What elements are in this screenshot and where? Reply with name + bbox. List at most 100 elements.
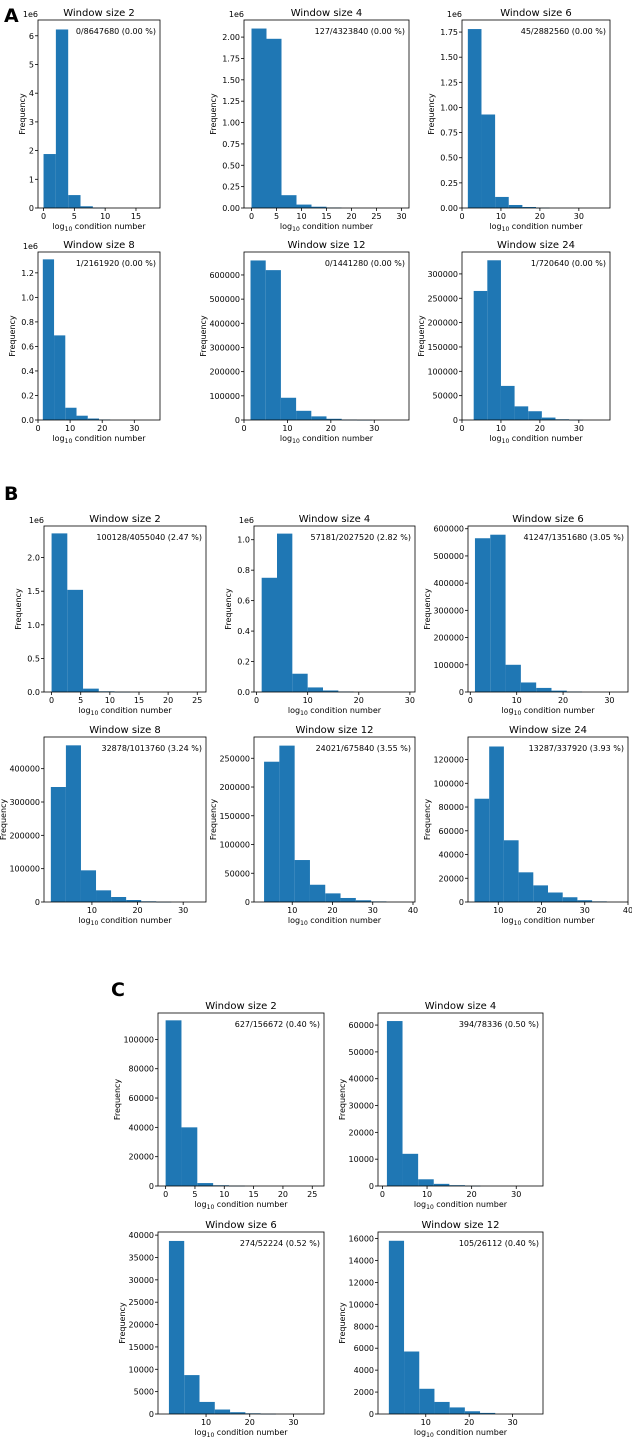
bar: [500, 385, 515, 420]
bar: [487, 260, 501, 420]
plot-title: Window size 6: [500, 8, 572, 19]
x-axis-label: log10 condition number: [489, 222, 583, 233]
y-tick-label: 150000: [219, 812, 250, 821]
y-tick-label: 300000: [433, 606, 464, 615]
y-tick-label: 0.50: [440, 154, 458, 163]
bar: [474, 798, 490, 902]
bar: [495, 196, 509, 208]
x-tick-label: 20: [163, 696, 173, 705]
bar: [181, 1127, 198, 1186]
y-tick-label: 400000: [209, 319, 240, 328]
failure-count-annotation: 0/8647680 (0.00 %): [76, 27, 156, 36]
y-tick-label: 0.5: [27, 654, 40, 663]
y-tick-label: 30000: [129, 1276, 154, 1285]
bar: [388, 1240, 405, 1414]
bar: [264, 761, 280, 902]
y-axis-label: Frequency: [199, 315, 208, 357]
y-tick-label: 14000: [349, 1257, 374, 1266]
y-tick-label: 5000: [134, 1388, 154, 1397]
y-tick-label: 1.75: [222, 54, 240, 63]
x-tick-label: 20: [132, 906, 142, 915]
plot-title: Window size 8: [63, 240, 135, 251]
y-tick-label: 1.0: [237, 536, 250, 545]
failure-count-annotation: 0/1441280 (0.00 %): [325, 259, 405, 268]
bar: [126, 900, 142, 902]
y-tick-label: 1.00: [222, 119, 240, 128]
x-tick-label: 30: [508, 1418, 518, 1427]
bar: [533, 885, 548, 902]
y-tick-label: 80000: [439, 803, 464, 812]
bar: [197, 1183, 214, 1186]
y-tick-label: 3: [29, 118, 34, 127]
x-tick-label: 0: [459, 424, 464, 433]
y-tick-label: 250000: [427, 294, 458, 303]
bar: [536, 687, 552, 692]
x-tick-label: 30: [580, 906, 590, 915]
y-axis-label: Frequency: [14, 588, 23, 630]
bar: [433, 1183, 450, 1186]
failure-count-annotation: 41247/1351680 (3.05 %): [523, 533, 624, 542]
bar: [55, 29, 69, 208]
y-tick-label: 1.75: [440, 28, 458, 37]
x-tick-label: 30: [405, 696, 415, 705]
bar: [503, 840, 519, 902]
y-tick-label: 1: [29, 175, 34, 184]
bar: [464, 1411, 481, 1414]
bar: [280, 397, 297, 420]
bar: [296, 204, 312, 208]
histogram-b-8: 0 10 20 30 0.0 0.2 0.4 0.6 0.8 1.0 1e6 Window size …: [224, 514, 416, 717]
plot-frame: [253, 525, 416, 693]
y-tick-label: 100000: [433, 661, 464, 670]
x-tick-label: 25: [192, 696, 202, 705]
bar: [514, 406, 529, 420]
y-tick-label: 20000: [129, 1153, 154, 1162]
plot-frame: [43, 525, 207, 693]
y-tick-label: 0.2: [237, 658, 250, 667]
plot-title: Window size 6: [512, 514, 584, 525]
failure-count-annotation: 100128/4055040 (2.47 %): [96, 533, 202, 542]
bar: [281, 195, 297, 208]
bar: [311, 206, 327, 208]
x-axis-label: log10 condition number: [280, 434, 374, 445]
x-tick-label: 10: [65, 424, 75, 433]
x-tick-label: 20: [327, 906, 337, 915]
y-axis-label: Frequency: [18, 93, 27, 135]
plot-frame: [377, 1012, 544, 1187]
x-tick-label: 15: [131, 212, 141, 221]
y-tick-label: 10000: [349, 1155, 374, 1164]
y-tick-label: 50000: [225, 869, 250, 878]
failure-count-annotation: 24021/675840 (3.55 %): [316, 744, 411, 753]
failure-count-annotation: 45/2882560 (0.00 %): [521, 27, 606, 36]
histogram-a-6: 0 10 20 30 0 50000 100000 150000 200000 250000 300…: [417, 240, 611, 445]
y-tick-label: 8000: [354, 1322, 374, 1331]
bar: [250, 260, 266, 420]
failure-count-annotation: 1/2161920 (0.00 %): [76, 259, 156, 268]
y-tick-label: 250000: [219, 754, 250, 763]
y-tick-label: 300000: [9, 798, 40, 807]
plot-frame: [253, 736, 416, 903]
panel-letter-a: A: [4, 5, 19, 27]
plot-title: Window size 4: [291, 8, 363, 19]
bar: [419, 1388, 435, 1414]
y-tick-label: 0: [459, 688, 464, 697]
bar: [307, 687, 323, 692]
x-tick-label: 0: [41, 212, 46, 221]
y-tick-label: 600000: [433, 525, 464, 534]
bar: [449, 1407, 465, 1414]
failure-count-annotation: 1/720640 (0.00 %): [531, 259, 606, 268]
bar: [50, 787, 66, 902]
bar: [577, 900, 593, 902]
y-tick-label: 10000: [349, 1300, 374, 1309]
axis-offset-text: 1e6: [229, 10, 244, 19]
y-tick-label: 300000: [427, 270, 458, 279]
y-tick-label: 0.8: [237, 566, 250, 575]
y-tick-label: 0.4: [21, 367, 34, 376]
bar: [489, 746, 504, 902]
x-tick-label: 20: [558, 696, 568, 705]
bar: [43, 154, 56, 208]
plot-title: Window size 12: [288, 240, 366, 251]
bar: [277, 533, 293, 692]
x-tick-label: 25: [371, 212, 381, 221]
bar: [309, 884, 326, 902]
bar: [528, 411, 542, 420]
